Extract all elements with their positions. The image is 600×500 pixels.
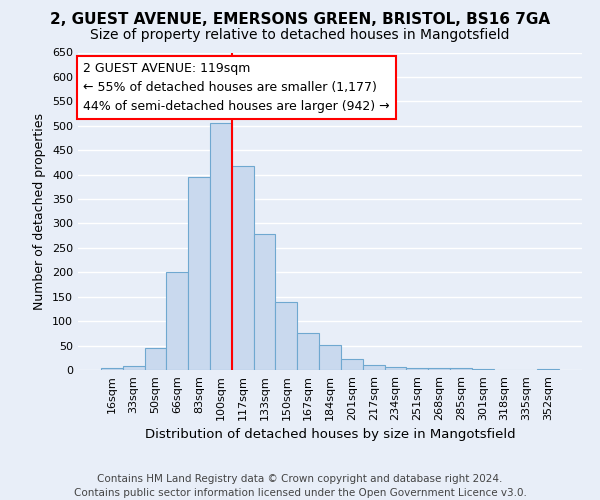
Bar xyxy=(385,366,406,370)
Bar xyxy=(450,368,472,370)
Bar xyxy=(406,368,428,370)
Bar xyxy=(210,124,232,370)
Bar xyxy=(341,360,363,370)
Bar xyxy=(472,369,494,370)
Bar xyxy=(232,166,254,370)
Bar xyxy=(363,365,385,370)
Bar xyxy=(145,348,166,370)
Bar xyxy=(275,302,297,370)
Bar xyxy=(123,366,145,370)
Text: 2, GUEST AVENUE, EMERSONS GREEN, BRISTOL, BS16 7GA: 2, GUEST AVENUE, EMERSONS GREEN, BRISTOL… xyxy=(50,12,550,28)
Text: Contains HM Land Registry data © Crown copyright and database right 2024.
Contai: Contains HM Land Registry data © Crown c… xyxy=(74,474,526,498)
Bar xyxy=(319,344,341,370)
Text: 2 GUEST AVENUE: 119sqm
← 55% of detached houses are smaller (1,177)
44% of semi-: 2 GUEST AVENUE: 119sqm ← 55% of detached… xyxy=(83,62,389,113)
Bar xyxy=(428,368,450,370)
X-axis label: Distribution of detached houses by size in Mangotsfield: Distribution of detached houses by size … xyxy=(145,428,515,441)
Bar xyxy=(254,234,275,370)
Bar xyxy=(537,369,559,370)
Bar xyxy=(297,334,319,370)
Bar xyxy=(166,272,188,370)
Bar xyxy=(101,368,123,370)
Bar xyxy=(188,177,210,370)
Y-axis label: Number of detached properties: Number of detached properties xyxy=(34,113,46,310)
Text: Size of property relative to detached houses in Mangotsfield: Size of property relative to detached ho… xyxy=(90,28,510,42)
